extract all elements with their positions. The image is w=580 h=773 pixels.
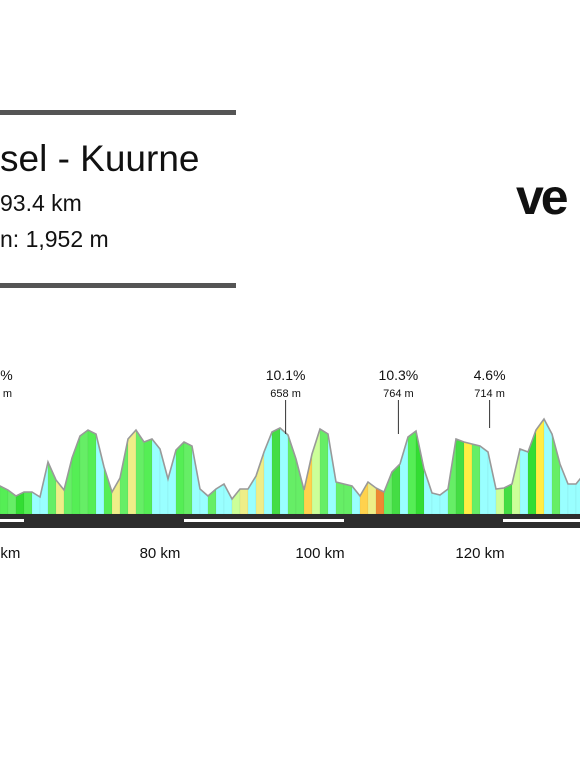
profile-segment [23,491,33,515]
profile-segment [567,483,577,515]
profile-segment [175,441,185,515]
x-tick-label: 120 km [455,545,504,562]
profile-segment [159,448,169,515]
profile-outline [0,417,580,501]
profile-segment [455,438,465,515]
header-bottom-rule [0,283,236,288]
x-tick-label: 60 km [0,545,20,562]
axis-stripe [184,519,344,522]
climb-elevation-label: 658 m [270,388,301,400]
profile-segment [263,431,273,515]
distance-axis: 60 km 80 km 100 km 120 km [0,514,580,562]
climb-grade-label: 10.3% [379,367,419,383]
profile-segment [407,430,417,515]
profile-segment [359,481,369,515]
climb-grade-label: 10.1% [266,367,306,383]
profile-segment [319,428,329,515]
distance-stat: 93.4 km [0,190,82,216]
header-top-rule [0,110,236,115]
profile-segment [431,492,441,515]
climb-markers: 5.8%.1 km8.9%549 m10.1%658 m10.3%764 m4.… [0,367,506,434]
profile-segment [343,483,353,515]
profile-segment [463,441,473,515]
profile-segment [239,488,249,515]
climb-elevation-label: 764 m [383,388,414,400]
climb-elevation-label: 714 m [474,388,505,400]
profile-segment [335,481,345,515]
profile-segments [0,417,580,515]
profile-segment [127,429,137,515]
profile-segment [255,451,265,515]
race-title: sel - Kuurne [0,138,200,179]
profile-segment [535,418,545,515]
profile-segment [135,429,145,515]
profile-segment [271,427,281,515]
profile-segment [415,430,425,515]
axis-stripe [503,519,580,522]
profile-segment [383,471,393,515]
profile-segment [151,438,161,515]
profile-segment [223,483,233,515]
profile-segment [519,448,529,515]
climb-grade-label: 8.9% [0,367,13,383]
elevation-stat: n: 1,952 m [0,226,109,252]
climb-elevation-label: 549 m [0,388,12,400]
profile-segment [143,438,153,515]
profile-segment [79,429,89,515]
profile-segment [167,449,177,515]
profile-segment [495,487,505,515]
profile-segment [95,433,105,515]
profile-segment [183,441,193,515]
x-tick-label: 80 km [140,545,181,562]
profile-segment [479,445,489,515]
profile-segment [471,443,481,515]
profile-segment [503,483,513,515]
profile-segment [559,463,569,515]
x-tick-label: 100 km [295,545,344,562]
profile-segment [279,427,289,515]
brand-logo: ve [516,169,569,225]
profile-segment [575,478,580,515]
profile-segment [87,429,97,515]
profile-segment [119,438,129,515]
climb-grade-label: 4.6% [474,367,506,383]
elevation-profile-chart: 5.8%.1 km8.9%549 m10.1%658 m10.3%764 m4.… [0,367,580,562]
axis-stripe [0,519,24,522]
